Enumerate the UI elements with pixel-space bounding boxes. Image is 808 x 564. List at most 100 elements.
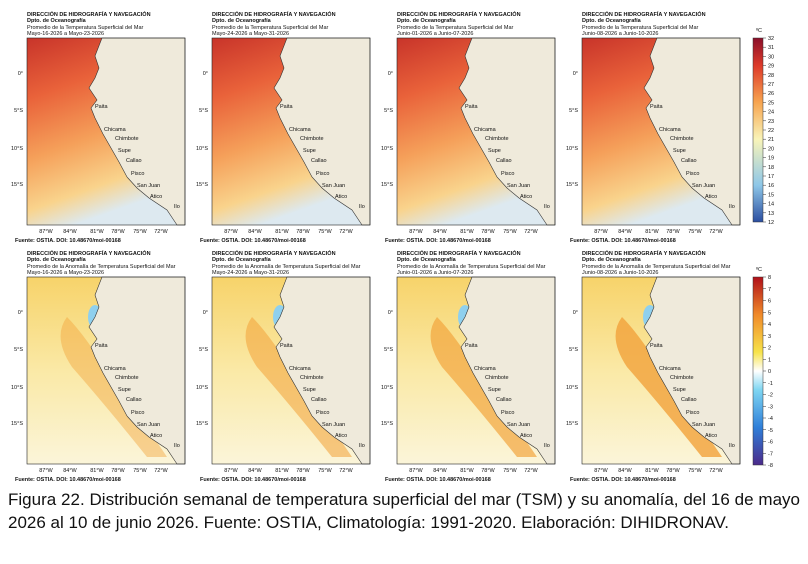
place-label: Ilo	[729, 204, 735, 210]
colorbar-tick-label: 27	[768, 82, 774, 88]
place-label: Paita	[280, 343, 293, 349]
colorbar-tick-label: -7	[768, 451, 773, 457]
map-frame	[396, 37, 556, 226]
place-label: San Juan	[692, 422, 715, 428]
map-panel: DIRECCIÓN DE HIDROGRAFÍA Y NAVEGACIÓNDpt…	[566, 10, 741, 244]
lat-label: 10°S	[381, 146, 393, 152]
lon-label: 84°W	[618, 229, 632, 235]
lat-label: 15°S	[196, 182, 208, 188]
caption: Figura 22. Distribución semanal de tempe…	[8, 490, 800, 532]
lat-label: 15°S	[11, 182, 23, 188]
map-panel: DIRECCIÓN DE HIDROGRAFÍA Y NAVEGACIÓNDpt…	[11, 10, 186, 244]
source: Fuente: OSTIA. DOI: 10.48670/moi-00168	[385, 477, 491, 483]
place-label: Ilo	[359, 443, 365, 449]
colorbar-tick-label: 13	[768, 211, 774, 217]
lon-label: 72°W	[524, 229, 538, 235]
panel-dept: Dpto. de Oceanografía	[27, 18, 87, 24]
colorbar-tick-label: 19	[768, 156, 774, 162]
place-label: Callao	[681, 158, 697, 164]
lon-label: 84°W	[618, 468, 632, 474]
place-label: Supe	[673, 148, 686, 154]
panel-product: Promedio de la Anomalía de Temperatura S…	[212, 264, 361, 270]
place-label: Chicama	[659, 366, 682, 372]
lon-label: 78°W	[296, 229, 310, 235]
place-label: Chimbote	[300, 136, 324, 142]
place-label: Ilo	[359, 204, 365, 210]
place-label: Supe	[488, 148, 501, 154]
place-label: Supe	[673, 387, 686, 393]
lon-label: 78°W	[666, 468, 680, 474]
colorbar-tick-label: 29	[768, 64, 774, 70]
panel-org: DIRECCIÓN DE HIDROGRAFÍA Y NAVEGACIÓN	[212, 249, 336, 257]
map-frame	[581, 276, 741, 465]
place-label: Pisco	[131, 171, 144, 177]
panel-product: Promedio de la Temperatura Superficial d…	[27, 25, 144, 31]
lon-label: 75°W	[503, 229, 517, 235]
place-label: Pisco	[501, 171, 514, 177]
lat-label: 15°S	[196, 421, 208, 427]
map-panel: DIRECCIÓN DE HIDROGRAFÍA Y NAVEGACIÓNDpt…	[196, 10, 371, 244]
colorbar-tick-label: 2	[768, 346, 771, 352]
place-label: Paita	[465, 104, 478, 110]
lon-label: 84°W	[248, 229, 262, 235]
colorbar-unit: ºC	[756, 27, 762, 34]
panel-product: Promedio de la Temperatura Superficial d…	[582, 25, 699, 31]
map-panel: DIRECCIÓN DE HIDROGRAFÍA Y NAVEGACIÓNDpt…	[11, 249, 186, 483]
lat-label: 10°S	[566, 146, 578, 152]
place-label: San Juan	[137, 422, 160, 428]
colorbar-tick-label: 7	[768, 287, 771, 293]
lat-label: 0°	[573, 310, 578, 316]
lat-label: 15°S	[381, 421, 393, 427]
lon-label: 81°W	[645, 229, 659, 235]
colorbar-tick-label: 18	[768, 165, 774, 171]
colorbar-tick-label: -6	[768, 440, 773, 446]
place-label: Paita	[280, 104, 293, 110]
place-label: San Juan	[322, 422, 345, 428]
place-label: Callao	[311, 397, 327, 403]
place-label: Atico	[705, 433, 717, 439]
panel-dept: Dpto. de Oceanografía	[397, 18, 457, 24]
place-label: Ilo	[729, 443, 735, 449]
lon-label: 81°W	[90, 468, 104, 474]
lat-label: 5°S	[384, 347, 393, 353]
lon-label: 72°W	[709, 229, 723, 235]
panel-org: DIRECCIÓN DE HIDROGRAFÍA Y NAVEGACIÓN	[27, 10, 151, 18]
lon-label: 87°W	[39, 468, 53, 474]
lon-label: 84°W	[63, 468, 77, 474]
colorbar-tick-label: 23	[768, 119, 774, 125]
place-label: Chicama	[104, 127, 127, 133]
map-frame	[581, 37, 741, 226]
lat-label: 0°	[18, 71, 23, 77]
lat-label: 15°S	[566, 182, 578, 188]
colorbar-tick-label: -3	[768, 404, 773, 410]
place-label: Atico	[150, 194, 162, 200]
lon-label: 81°W	[275, 468, 289, 474]
colorbar-tick-label: -1	[768, 381, 773, 387]
colorbar-tick-label: 26	[768, 91, 774, 97]
colorbar-tick-label: 3	[768, 334, 771, 340]
lat-label: 10°S	[566, 385, 578, 391]
panel-dept: Dpto. de Oceanografía	[212, 257, 272, 263]
place-label: Ilo	[544, 204, 550, 210]
lat-label: 0°	[388, 71, 393, 77]
lat-label: 5°S	[14, 108, 23, 114]
place-label: Atico	[705, 194, 717, 200]
place-label: Pisco	[316, 171, 329, 177]
place-label: Pisco	[686, 171, 699, 177]
colorbar-tick-label: 14	[768, 202, 774, 208]
panel-org: DIRECCIÓN DE HIDROGRAFÍA Y NAVEGACIÓN	[582, 249, 706, 257]
place-label: Pisco	[131, 410, 144, 416]
lat-label: 15°S	[381, 182, 393, 188]
lat-label: 10°S	[196, 385, 208, 391]
place-label: Atico	[520, 433, 532, 439]
place-label: Callao	[126, 158, 142, 164]
source: Fuente: OSTIA. DOI: 10.48670/moi-00168	[570, 477, 676, 483]
panel-dept: Dpto. de Oceanografía	[582, 257, 642, 263]
colorbar-tick-label: 15	[768, 192, 774, 198]
lat-label: 15°S	[566, 421, 578, 427]
lon-label: 84°W	[63, 229, 77, 235]
place-label: Callao	[496, 397, 512, 403]
lon-label: 75°W	[503, 468, 517, 474]
lon-label: 72°W	[709, 468, 723, 474]
place-label: Chicama	[104, 366, 127, 372]
